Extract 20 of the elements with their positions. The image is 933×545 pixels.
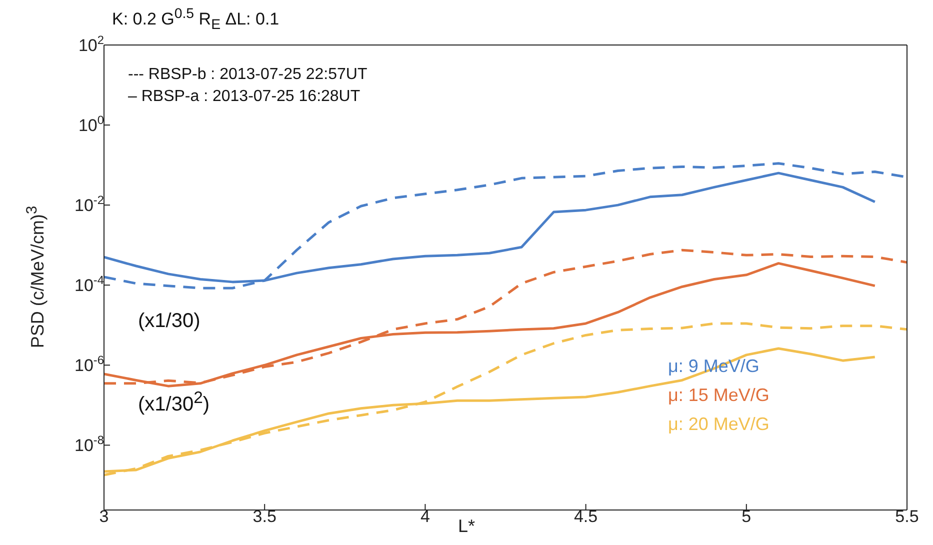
- y-tick-label: 10$^{0}$: [78, 113, 104, 136]
- y-tick-label: 10$^{-4}$: [74, 273, 104, 296]
- series-label: μ: 20 MeV/G: [668, 414, 770, 435]
- annotation: --- RBSP-b : 2013-07-25 22:57UT: [128, 66, 368, 84]
- y-tick-label: 10$^{2}$: [78, 33, 104, 55]
- y-tick-label: 10$^{-2}$: [74, 193, 104, 216]
- x-tick-label: 4.5: [574, 507, 598, 526]
- chart-title: K: 0.2 G$^{0.5}$ R$_{E}$ ΔL: 0.1: [112, 6, 280, 34]
- y-tick-label: 10$^{-8}$: [74, 433, 104, 456]
- x-tick-label: 5.5: [895, 507, 919, 526]
- y-tick-label: 10$^{-6}$: [74, 353, 104, 376]
- x-tick-label: 3: [99, 507, 109, 526]
- x-tick-label: 4: [420, 507, 430, 526]
- x-tick-label: 3.5: [252, 507, 276, 526]
- x-tick-label: 5: [742, 507, 752, 526]
- annotation: – RBSP-a : 2013-07-25 16:28UT: [128, 88, 360, 106]
- annotation: (x1/30): [138, 310, 200, 333]
- text: μ: 15 MeV/G: [668, 385, 770, 406]
- annotation: (x1/30$^{2}$): [138, 388, 210, 417]
- x-axis-title: L*: [458, 516, 475, 536]
